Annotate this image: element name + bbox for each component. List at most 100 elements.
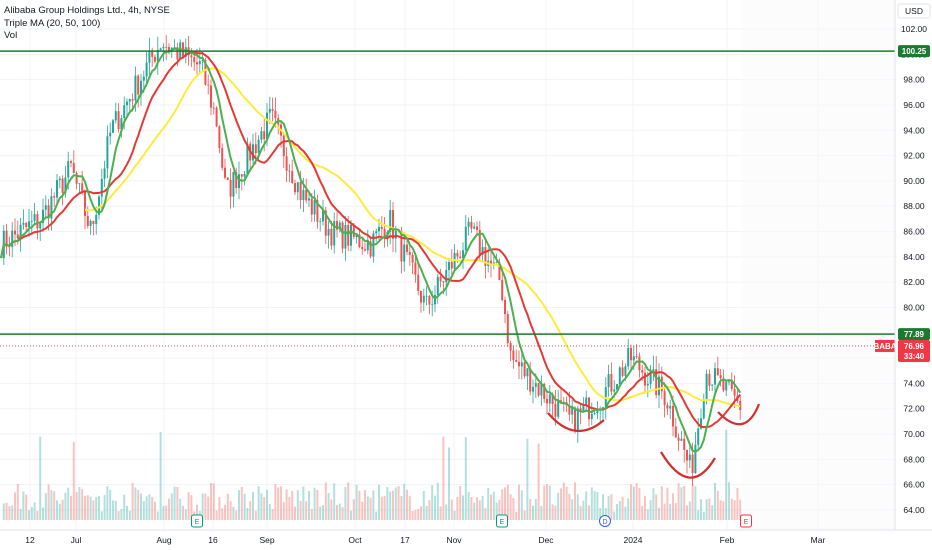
volume-bar	[481, 495, 484, 520]
volume-bar	[344, 486, 347, 520]
candle-body	[529, 368, 532, 392]
candle-body	[540, 383, 543, 396]
candle	[344, 216, 347, 261]
candle-body	[204, 60, 207, 85]
volume-bar	[705, 499, 708, 520]
candle	[285, 147, 288, 183]
volume-bar	[383, 495, 386, 520]
volume-bar	[644, 495, 646, 520]
candle-body	[165, 46, 168, 48]
candle-body	[67, 161, 70, 178]
candle	[330, 220, 333, 250]
volume-bar	[557, 492, 560, 520]
candle-body	[333, 221, 336, 246]
candle-body	[425, 295, 428, 297]
candle	[358, 229, 361, 249]
candle	[215, 106, 218, 128]
candle	[75, 171, 78, 190]
volume-bar	[630, 484, 632, 520]
candle	[19, 217, 22, 252]
candle-body	[534, 383, 537, 387]
volume-bar	[131, 482, 134, 520]
candle	[548, 385, 551, 413]
symbol-title[interactable]: Alibaba Group Holdings Ltd., 4h, NYSE	[4, 5, 170, 16]
volume-bar	[646, 509, 649, 520]
volume-bar	[246, 508, 249, 520]
volume-bar	[151, 496, 154, 520]
volume-bar	[14, 492, 16, 520]
volume-bar	[72, 441, 75, 520]
candle-body	[114, 111, 117, 121]
volume-bar	[350, 510, 352, 520]
candle-body	[274, 110, 277, 119]
volume-bar	[562, 482, 565, 520]
volume-bar	[187, 492, 190, 520]
candle-body	[86, 216, 89, 226]
volume-bar	[537, 443, 540, 520]
volume-bar	[386, 487, 389, 520]
volume-bar	[238, 490, 240, 520]
price-tick-label: 70.00	[903, 429, 925, 439]
volume-bar	[532, 505, 534, 520]
moving-average-lines	[0, 47, 742, 453]
volume-bar	[610, 494, 613, 520]
volume-bar	[50, 490, 53, 520]
volume-bar	[16, 483, 19, 520]
candle-body	[470, 221, 473, 229]
candle-body	[677, 437, 680, 441]
candle-body	[571, 407, 574, 415]
volume-bar	[358, 490, 361, 520]
volume-bar	[182, 505, 184, 520]
volume-bar	[100, 511, 103, 520]
volume-bar	[604, 507, 607, 520]
volume-bar	[95, 497, 98, 520]
candle-body	[652, 369, 655, 371]
volume-bar	[501, 489, 504, 520]
candle	[574, 406, 576, 434]
triple-ma-label[interactable]: Triple MA (20, 50, 100)	[4, 17, 101, 29]
candle-body	[176, 47, 179, 60]
volume-bar	[722, 501, 725, 520]
candle-body	[632, 356, 635, 361]
volume-bar	[677, 483, 680, 520]
volume-bar	[302, 486, 305, 520]
price-tick-label: 88.00	[903, 201, 925, 211]
volume-bar	[686, 505, 688, 520]
volume-bar	[176, 486, 179, 520]
candle-body	[322, 210, 324, 222]
candle	[305, 178, 308, 204]
candle-body	[400, 230, 403, 262]
price-tick-label: 98.00	[903, 75, 925, 85]
volume-bar	[702, 511, 705, 520]
volume-bar	[282, 502, 285, 520]
candle-body	[730, 381, 733, 389]
volume-bar	[700, 499, 702, 520]
time-tick-label: Nov	[446, 535, 462, 545]
candle-body	[42, 209, 44, 223]
last-price-countdown: 33:40	[904, 352, 925, 361]
candle-body	[190, 55, 193, 58]
candle-body	[128, 99, 131, 102]
candle	[585, 390, 588, 412]
candle-body	[324, 210, 327, 236]
candle-body	[106, 136, 109, 169]
volume-bar	[683, 486, 686, 520]
candle	[333, 212, 336, 254]
volume-bar	[142, 501, 145, 520]
volume-bar	[277, 487, 280, 520]
candle-body	[422, 295, 425, 303]
volume-bar	[453, 510, 456, 520]
volume-label[interactable]: Vol	[4, 30, 18, 41]
candle-body	[492, 262, 495, 264]
candle-body	[688, 454, 691, 461]
candle-body	[215, 107, 218, 127]
volume-bar	[515, 511, 518, 520]
volume-bar	[520, 490, 523, 520]
candle	[140, 73, 142, 106]
candle-body	[266, 112, 268, 140]
volume-bar	[235, 510, 238, 520]
volume-bar	[649, 500, 652, 520]
volume-bar	[672, 493, 674, 520]
candle-body	[140, 80, 142, 95]
